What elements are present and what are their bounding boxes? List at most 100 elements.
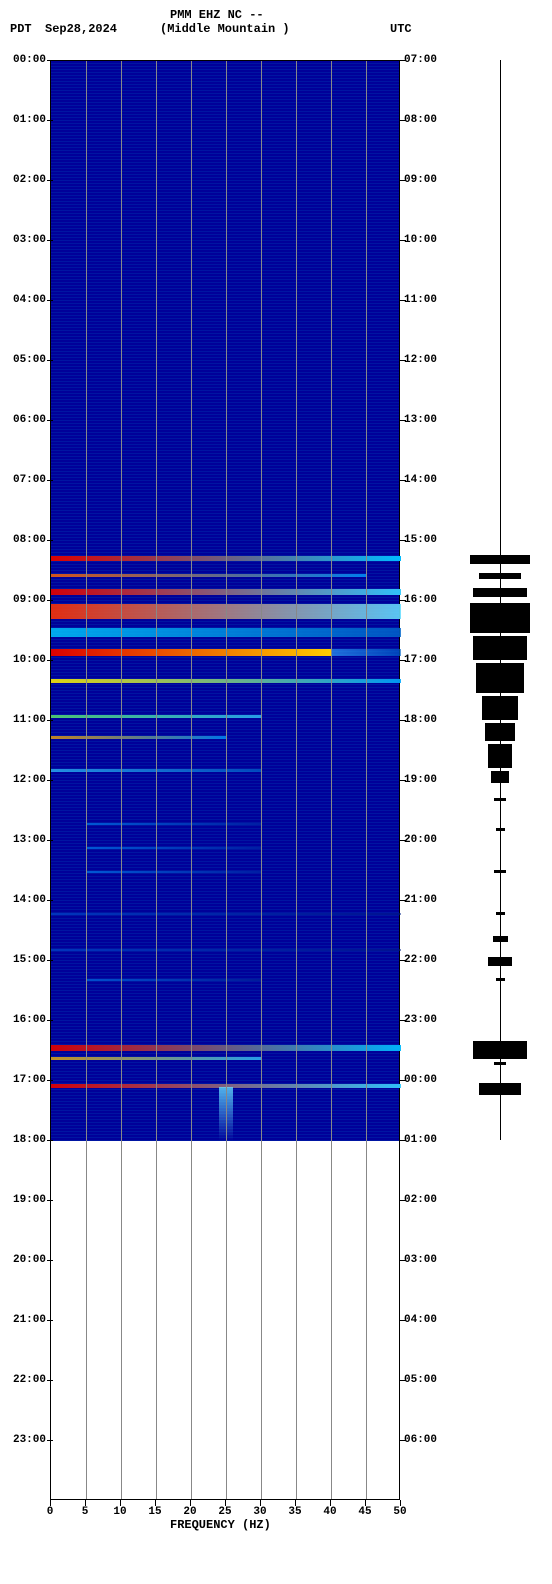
x-gridline xyxy=(366,61,367,1499)
y-label-left: 01:00 xyxy=(13,114,46,126)
x-label: 35 xyxy=(288,1506,301,1518)
trace-burst xyxy=(494,870,506,873)
y-label-right: 12:00 xyxy=(404,354,437,366)
y-tick-left xyxy=(47,720,53,721)
y-tick-right xyxy=(400,840,406,841)
date-label: Sep28,2024 xyxy=(45,22,117,36)
y-tick-left xyxy=(47,780,53,781)
y-label-left: 22:00 xyxy=(13,1374,46,1386)
y-label-left: 20:00 xyxy=(13,1254,46,1266)
y-label-right: 14:00 xyxy=(404,474,437,486)
trace-burst xyxy=(473,1041,527,1059)
y-label-left: 09:00 xyxy=(13,594,46,606)
y-tick-right xyxy=(400,780,406,781)
event-band xyxy=(86,871,261,873)
x-gridline xyxy=(121,61,122,1499)
x-axis-title: FREQUENCY (HZ) xyxy=(170,1518,271,1532)
x-label: 40 xyxy=(323,1506,336,1518)
x-gridline xyxy=(156,61,157,1499)
y-tick-right xyxy=(400,720,406,721)
y-tick-left xyxy=(47,120,53,121)
trace-burst xyxy=(473,588,527,597)
y-tick-left xyxy=(47,1140,53,1141)
y-label-left: 11:00 xyxy=(13,714,46,726)
y-label-left: 19:00 xyxy=(13,1194,46,1206)
y-label-right: 15:00 xyxy=(404,534,437,546)
y-label-left: 18:00 xyxy=(13,1134,46,1146)
y-label-right: 23:00 xyxy=(404,1014,437,1026)
y-tick-left xyxy=(47,1320,53,1321)
event-band xyxy=(51,574,366,577)
trace-burst xyxy=(488,957,512,966)
y-label-right: 01:00 xyxy=(404,1134,437,1146)
y-tick-right xyxy=(400,420,406,421)
y-label-right: 04:00 xyxy=(404,1314,437,1326)
y-tick-left xyxy=(47,1200,53,1201)
trace-burst xyxy=(493,936,508,942)
x-gridline xyxy=(261,61,262,1499)
y-tick-right xyxy=(400,1380,406,1381)
y-label-left: 05:00 xyxy=(13,354,46,366)
y-label-left: 15:00 xyxy=(13,954,46,966)
trace-burst xyxy=(494,798,506,801)
trace-burst xyxy=(496,912,505,915)
y-tick-right xyxy=(400,900,406,901)
y-tick-left xyxy=(47,420,53,421)
y-label-left: 07:00 xyxy=(13,474,46,486)
y-tick-right xyxy=(400,300,406,301)
y-tick-right xyxy=(400,480,406,481)
station-label: PMM EHZ NC -- xyxy=(170,8,264,22)
trace-burst xyxy=(473,636,527,660)
y-label-left: 02:00 xyxy=(13,174,46,186)
y-label-right: 02:00 xyxy=(404,1194,437,1206)
y-tick-left xyxy=(47,840,53,841)
y-label-right: 13:00 xyxy=(404,414,437,426)
trace-burst xyxy=(482,696,518,720)
x-gridline xyxy=(296,61,297,1499)
event-band xyxy=(86,823,261,825)
trace-burst xyxy=(494,1062,506,1065)
y-label-left: 13:00 xyxy=(13,834,46,846)
x-label: 0 xyxy=(47,1506,54,1518)
trace-burst xyxy=(470,603,530,633)
x-label: 45 xyxy=(358,1506,371,1518)
y-label-left: 17:00 xyxy=(13,1074,46,1086)
spectrogram-figure: PDT Sep28,2024 PMM EHZ NC -- (Middle Mou… xyxy=(0,0,552,1584)
trace-burst xyxy=(476,663,524,693)
tz-right-label: UTC xyxy=(390,22,412,36)
y-tick-right xyxy=(400,1080,406,1081)
y-tick-left xyxy=(47,180,53,181)
y-label-right: 03:00 xyxy=(404,1254,437,1266)
x-label: 50 xyxy=(393,1506,406,1518)
x-gridline xyxy=(191,61,192,1499)
y-label-right: 07:00 xyxy=(404,54,437,66)
x-label: 30 xyxy=(253,1506,266,1518)
tz-left-label: PDT xyxy=(10,22,32,36)
x-gridline xyxy=(331,61,332,1499)
y-label-right: 19:00 xyxy=(404,774,437,786)
trace-burst xyxy=(479,573,521,579)
trace-burst xyxy=(470,555,530,564)
y-label-left: 04:00 xyxy=(13,294,46,306)
y-tick-right xyxy=(400,60,406,61)
y-label-right: 17:00 xyxy=(404,654,437,666)
x-label: 15 xyxy=(148,1506,161,1518)
y-tick-left xyxy=(47,60,53,61)
y-tick-left xyxy=(47,600,53,601)
y-tick-left xyxy=(47,1020,53,1021)
y-label-right: 21:00 xyxy=(404,894,437,906)
trace-burst xyxy=(485,723,515,741)
y-tick-left xyxy=(47,1380,53,1381)
y-tick-right xyxy=(400,1020,406,1021)
y-label-right: 10:00 xyxy=(404,234,437,246)
y-label-left: 23:00 xyxy=(13,1434,46,1446)
y-tick-right xyxy=(400,120,406,121)
event-band xyxy=(86,847,261,849)
x-label: 20 xyxy=(183,1506,196,1518)
location-label: (Middle Mountain ) xyxy=(160,22,290,36)
y-tick-right xyxy=(400,1260,406,1261)
event-band xyxy=(86,979,261,981)
y-label-right: 09:00 xyxy=(404,174,437,186)
y-tick-right xyxy=(400,1200,406,1201)
y-label-left: 12:00 xyxy=(13,774,46,786)
